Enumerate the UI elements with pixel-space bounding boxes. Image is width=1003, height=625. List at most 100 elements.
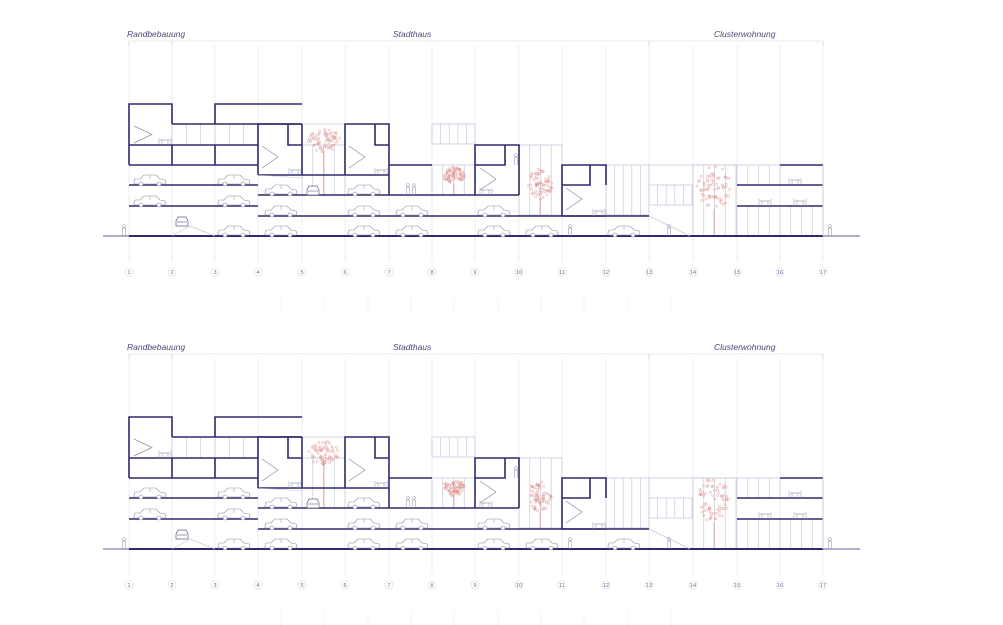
table-icon [289,481,301,488]
tree-leaf [542,501,544,503]
table-icon [159,451,171,458]
tree-leaf [720,202,722,204]
car-wheel [353,505,357,509]
tree-leaf [336,140,338,142]
tree-leaf [537,491,539,493]
tree-leaf [321,441,323,443]
car-wheel [401,213,405,217]
tree-leaf [718,505,720,507]
tree-leaf [334,142,336,144]
tree-icon [443,166,466,195]
tree-leaf [548,500,550,502]
ramp [172,226,215,236]
car-wheel [139,516,143,520]
tree-leaf [712,180,714,182]
tree-leaf [531,172,533,174]
tree-leaf [324,455,326,457]
wall [345,437,389,488]
tree-leaf [309,134,311,136]
table-icon [159,138,171,145]
tree-leaf [721,515,723,517]
person-body [123,541,126,549]
car-wheel [419,233,423,237]
tree-leaf [710,513,712,515]
table-icon [789,491,801,498]
tree-leaf [331,140,333,142]
tree-leaf [339,137,341,139]
car-wheel [501,526,505,530]
tree-leaf [308,138,310,140]
table-icon [794,512,806,519]
tree-leaf [537,510,539,512]
car-wheel [241,546,245,550]
tree-leaf [542,485,544,487]
car-wheel [288,213,292,217]
stair-icon [134,439,152,456]
tree-leaf [327,147,329,149]
car-wheel [483,526,487,530]
axis-number: 12 [603,583,609,589]
tree-leaf [704,510,706,512]
tree-leaf [325,446,327,448]
car-wheel [531,546,535,550]
person-body [407,500,410,508]
glazing-frame [432,124,475,144]
car-wheel [501,546,505,550]
person-body [569,541,572,549]
table-icon [759,199,771,206]
tree-leaf [533,179,535,181]
tree-leaf [706,175,708,177]
tree-leaf [318,133,320,135]
tree-leaf [725,486,727,488]
tree-leaf [701,199,703,201]
person-head [123,538,126,541]
person-body [407,187,410,195]
person-icon [407,184,410,195]
car-wheel [241,516,245,520]
person-icon [123,225,126,236]
tree-leaf [719,198,721,200]
tree-leaf [329,462,331,464]
car-wheel [353,213,357,217]
axis-number: 5 [300,583,303,589]
wall [562,478,590,498]
car-wheel [353,526,357,530]
tree-leaf [536,178,538,180]
zone-label: Clusterwohnung [714,29,776,39]
ramp [649,216,690,236]
glazing-frame [649,498,692,518]
tree-leaf [331,450,333,452]
tree-leaf [718,492,720,494]
person-icon [407,497,410,508]
tree-leaf [318,441,320,443]
wall [375,124,389,145]
axis-number: 11 [559,583,565,589]
tree-leaf [536,489,538,491]
axis-number: 13 [646,270,652,276]
axis-number: 7 [387,583,390,589]
person-body [413,187,416,195]
axis-number: 14 [690,583,696,589]
tree-leaf [701,511,703,513]
car-wheel [353,192,357,196]
person-icon [413,184,416,195]
tree-leaf [716,489,718,491]
car-wheel [270,546,274,550]
tree-leaf [461,490,463,492]
tree-leaf [726,495,728,497]
tree-leaf [325,443,327,445]
roof-slab [215,104,302,124]
zone-label: Clusterwohnung [714,342,776,352]
tree-leaf [316,460,318,462]
tree-leaf [717,495,719,497]
car-front-body [176,530,188,539]
tree-leaf [709,506,711,508]
stair-icon [566,188,582,210]
person-icon [569,225,572,236]
wall [129,417,172,437]
car-wheel [223,233,227,237]
axis-number: 15 [734,583,740,589]
tree-leaf [316,139,318,141]
tree-leaf [709,511,711,513]
tree-leaf [455,480,457,482]
